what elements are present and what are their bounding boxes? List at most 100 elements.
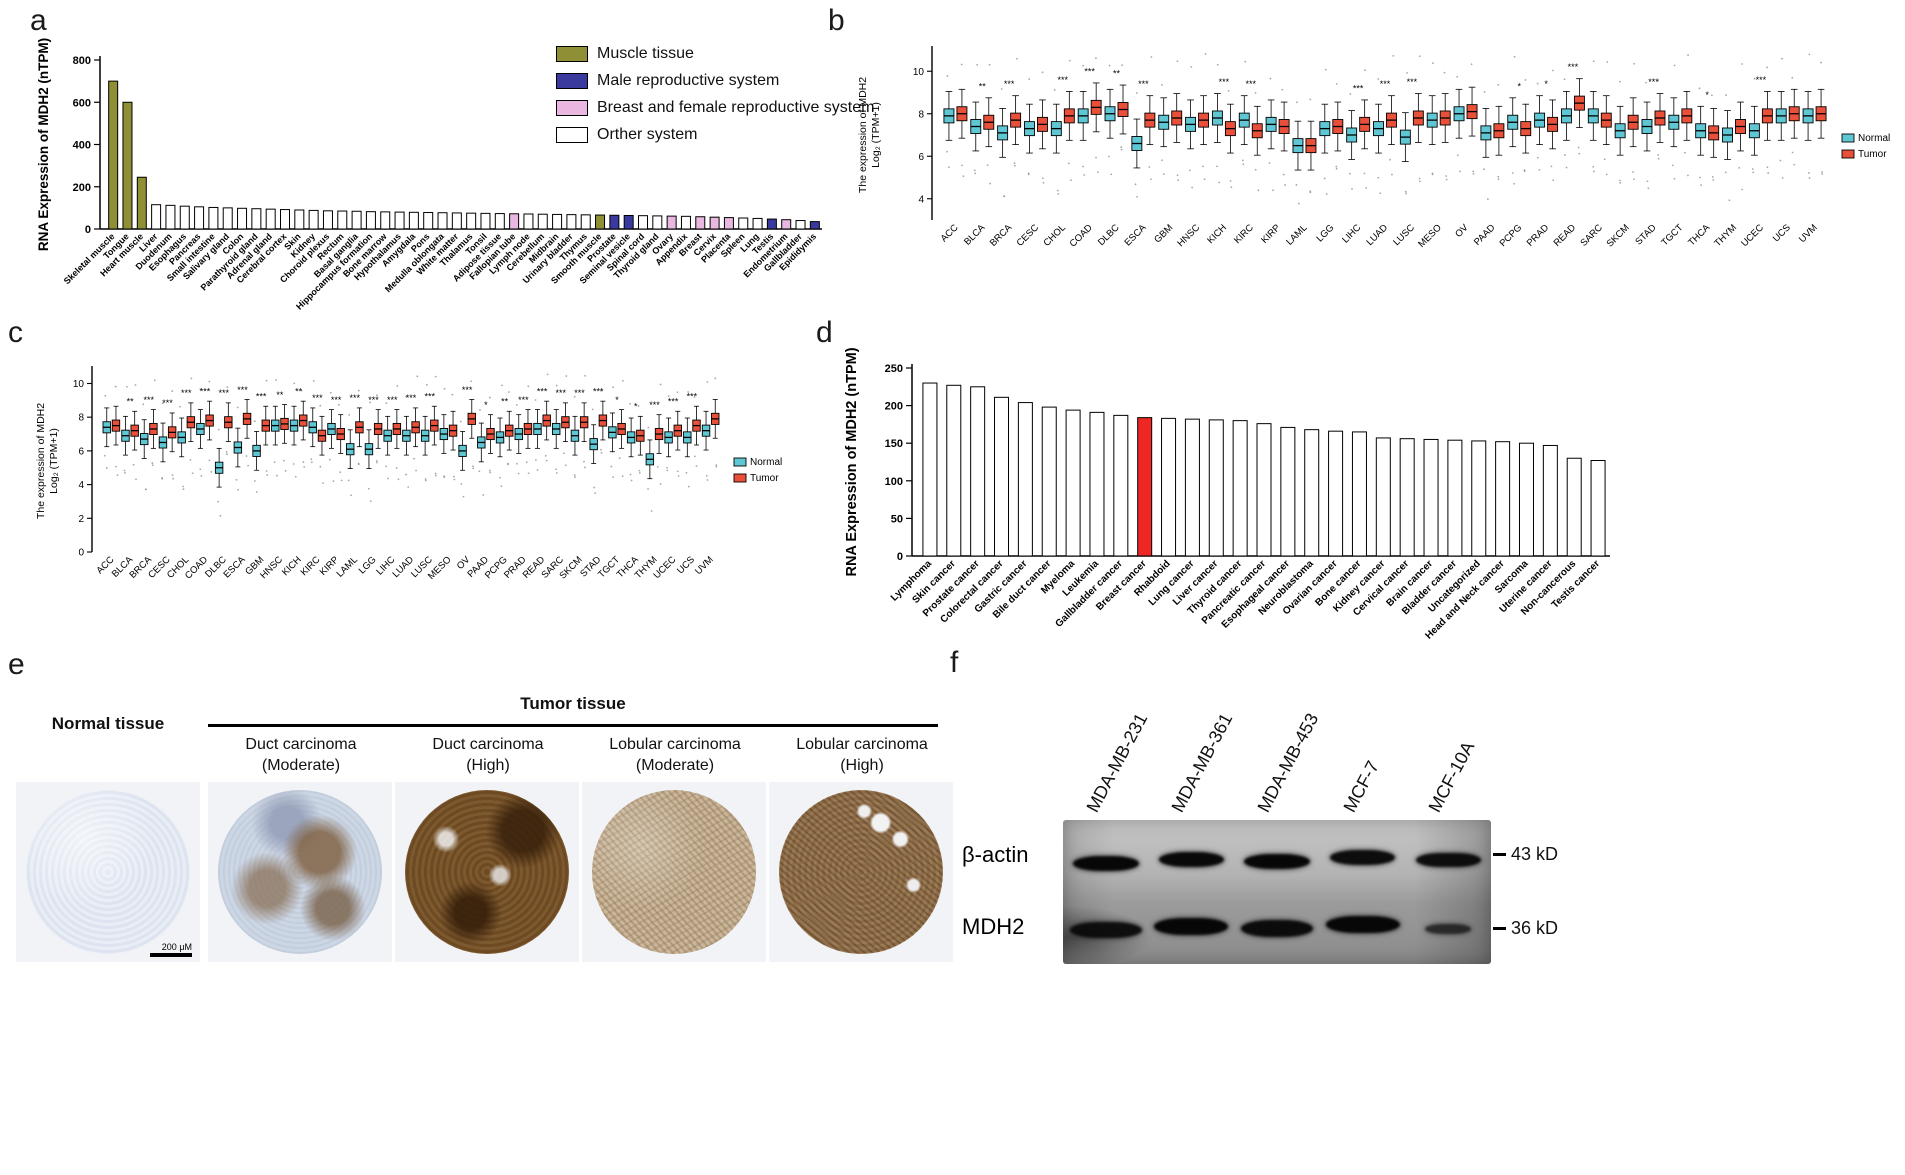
tissue-core-lobular-moderate [592, 790, 756, 954]
outlier-dot [961, 164, 963, 167]
outlier-dot [501, 384, 503, 387]
outlier-dot [1486, 198, 1489, 200]
significance-marker: *** [1568, 62, 1579, 72]
outlier-dot [1728, 199, 1731, 202]
scale-bar-line [150, 953, 192, 957]
significance-marker: *** [649, 400, 660, 410]
category-label: ESCA [1122, 222, 1149, 249]
outlier-dot [974, 172, 977, 175]
outlier-dot [593, 486, 596, 489]
outlier-dot [217, 428, 220, 431]
outlier-dot [395, 467, 398, 469]
outlier-dot [1563, 154, 1566, 156]
y-tick-label: 600 [73, 97, 91, 109]
outlier-dot [347, 479, 350, 482]
scale-bar-label: 200 μM [161, 942, 192, 952]
outlier-dot [1406, 71, 1408, 74]
outlier-dot [647, 426, 650, 429]
outlier-dot [1497, 83, 1500, 86]
outlier-dot [638, 472, 641, 474]
outlier-dot [462, 495, 465, 498]
outlier-dot [1563, 78, 1566, 81]
legend-swatch-other [556, 126, 588, 143]
outlier-dot [312, 380, 315, 382]
outlier-dot [676, 470, 679, 473]
kd-tick-36 [1493, 927, 1506, 930]
outlier-dot [1349, 172, 1351, 175]
outlier-dot [1483, 168, 1485, 171]
outlier-dot [621, 475, 624, 478]
tissue-core-normal [26, 790, 190, 954]
category-label: TGCT [1659, 222, 1685, 248]
category-label: KICH [280, 554, 304, 578]
outlier-dot [1082, 165, 1085, 168]
significance-marker: *** [1648, 77, 1659, 87]
outlier-dot [123, 469, 126, 472]
normal-tissue-label: Normal tissue [51, 714, 165, 733]
y-tick-label: 6 [918, 152, 924, 163]
legend-label-muscle: Muscle tissue [597, 44, 694, 62]
category-label: LAML [335, 554, 360, 579]
outlier-dot [303, 466, 306, 468]
bar-Thalamus [466, 212, 477, 230]
outlier-dot [182, 485, 184, 488]
outlier-dot [1281, 88, 1284, 91]
bar-Urinary bladder [566, 214, 577, 230]
legend-item-other: Orther system [556, 121, 874, 148]
outlier-dot [1536, 82, 1539, 85]
bar-Epididymis [809, 221, 820, 230]
significance-marker: *** [350, 393, 361, 403]
outlier-dot [237, 488, 240, 491]
outlier-dot [1134, 183, 1137, 186]
y-tick-label: 400 [73, 140, 91, 152]
outlier-dot [332, 480, 335, 483]
category-label: LUSC [1391, 222, 1417, 248]
outlier-dot [1013, 162, 1016, 165]
bar-Thyroid gland [652, 215, 663, 230]
outlier-dot [667, 395, 670, 398]
bar-Rectum [337, 210, 348, 230]
outlier-dot [1082, 64, 1084, 67]
bar-Choroid plexus [322, 210, 333, 230]
outlier-dot [1791, 76, 1794, 79]
y-axis-title-line2: Log₂ (TPM+1) [48, 428, 60, 494]
outlier-dot [1766, 166, 1769, 169]
beta-actin-band-MDA-MB-453 [1244, 854, 1310, 869]
category-label: BLCA [962, 222, 988, 248]
outlier-dot [545, 459, 548, 462]
outlier-dot [247, 464, 249, 467]
outlier-dot [199, 468, 202, 471]
y-axis-title-line2: Log₂ (TPM+1) [870, 102, 882, 168]
y-tick-label: 100 [885, 476, 903, 488]
outlier-dot [1377, 176, 1380, 179]
outlier-dot [1176, 174, 1179, 177]
outlier-dot [105, 467, 108, 469]
y-axis-title-line1: The expression of MDH2 [857, 77, 869, 193]
outlier-dot [489, 471, 492, 474]
outlier-dot [1699, 176, 1702, 179]
kd-label-43: 43 kD [1511, 844, 1559, 864]
tissue-core-lobular-high [779, 790, 943, 954]
outlier-dot [1781, 177, 1784, 179]
outlier-dot [659, 483, 662, 485]
bar-Ovary [666, 215, 677, 230]
significance-marker: *** [144, 395, 155, 405]
outlier-dot [1711, 94, 1713, 97]
outlier-dot [294, 475, 297, 478]
significance-marker: *** [556, 388, 567, 398]
category-label: CHOL [1041, 222, 1067, 248]
outlier-dot [629, 402, 631, 405]
bar-Cerebral cortex [280, 209, 290, 230]
outlier-dot [435, 474, 437, 477]
outlier-dot [1136, 195, 1139, 198]
bar-Esophageal cancer [1280, 426, 1296, 557]
bar-Liver cancer [1208, 419, 1224, 557]
outlier-dot [1148, 166, 1151, 168]
outlier-dot [637, 405, 640, 407]
outlier-dot [647, 488, 649, 490]
outlier-dot [1282, 173, 1285, 176]
outlier-dot [405, 473, 408, 476]
outlier-dot [1190, 65, 1193, 68]
outlier-dot [1767, 172, 1770, 174]
outlier-dot [517, 472, 520, 475]
